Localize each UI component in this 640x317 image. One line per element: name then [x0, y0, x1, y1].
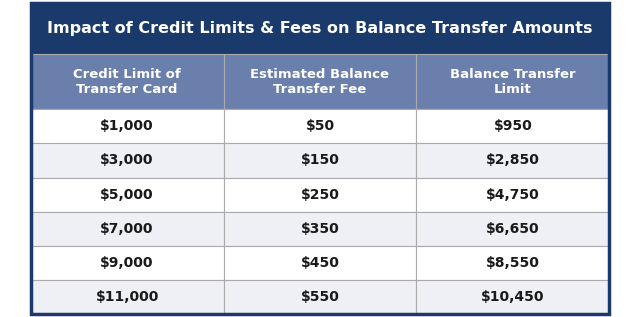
Text: Balance Transfer
Limit: Balance Transfer Limit	[450, 68, 576, 96]
FancyBboxPatch shape	[223, 246, 417, 280]
Text: Impact of Credit Limits & Fees on Balance Transfer Amounts: Impact of Credit Limits & Fees on Balanc…	[47, 21, 593, 36]
Text: $150: $150	[301, 153, 339, 167]
FancyBboxPatch shape	[417, 246, 609, 280]
FancyBboxPatch shape	[417, 178, 609, 212]
Text: $5,000: $5,000	[100, 188, 154, 202]
FancyBboxPatch shape	[31, 280, 223, 314]
Text: Credit Limit of
Transfer Card: Credit Limit of Transfer Card	[73, 68, 181, 96]
FancyBboxPatch shape	[31, 3, 609, 54]
FancyBboxPatch shape	[223, 212, 417, 246]
FancyBboxPatch shape	[31, 246, 223, 280]
Text: $450: $450	[301, 256, 339, 270]
Text: $11,000: $11,000	[95, 290, 159, 304]
FancyBboxPatch shape	[31, 54, 223, 109]
Text: $7,000: $7,000	[100, 222, 154, 236]
Text: Estimated Balance
Transfer Fee: Estimated Balance Transfer Fee	[250, 68, 390, 96]
FancyBboxPatch shape	[417, 280, 609, 314]
FancyBboxPatch shape	[223, 280, 417, 314]
Text: $8,550: $8,550	[486, 256, 540, 270]
Text: $3,000: $3,000	[100, 153, 154, 167]
FancyBboxPatch shape	[223, 143, 417, 178]
Text: $550: $550	[301, 290, 339, 304]
FancyBboxPatch shape	[31, 109, 223, 143]
Text: $9,000: $9,000	[100, 256, 154, 270]
Text: $950: $950	[493, 120, 532, 133]
FancyBboxPatch shape	[223, 54, 417, 109]
FancyBboxPatch shape	[31, 178, 223, 212]
Text: $4,750: $4,750	[486, 188, 540, 202]
FancyBboxPatch shape	[223, 109, 417, 143]
FancyBboxPatch shape	[417, 54, 609, 109]
FancyBboxPatch shape	[417, 143, 609, 178]
FancyBboxPatch shape	[31, 143, 223, 178]
Text: $350: $350	[301, 222, 339, 236]
Text: $1,000: $1,000	[100, 120, 154, 133]
FancyBboxPatch shape	[417, 109, 609, 143]
FancyBboxPatch shape	[223, 178, 417, 212]
Text: $6,650: $6,650	[486, 222, 540, 236]
Text: $10,450: $10,450	[481, 290, 545, 304]
Text: $250: $250	[301, 188, 339, 202]
FancyBboxPatch shape	[417, 212, 609, 246]
FancyBboxPatch shape	[31, 212, 223, 246]
Text: $50: $50	[305, 120, 335, 133]
Text: $2,850: $2,850	[486, 153, 540, 167]
